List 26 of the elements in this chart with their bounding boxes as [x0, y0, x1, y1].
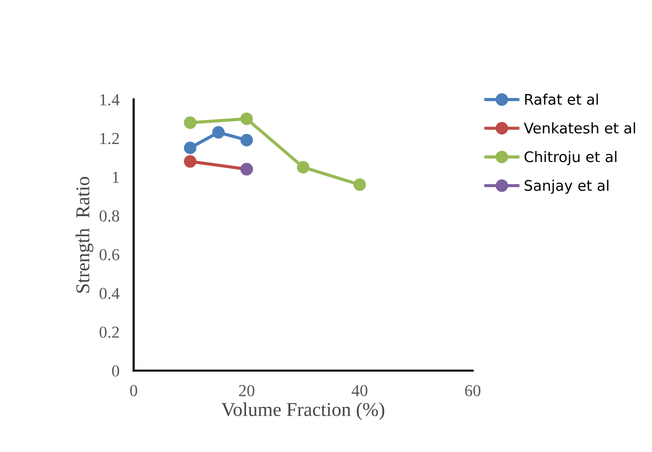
- point: [184, 142, 196, 154]
- point: [240, 134, 253, 146]
- y-tick-label: 0.4: [100, 288, 120, 300]
- y-axis-title: Strength Ratio: [76, 176, 94, 293]
- x-tick-label: 40: [352, 385, 368, 396]
- x-tick-label: 60: [465, 385, 480, 396]
- y-tick-label: 1.2: [100, 132, 119, 144]
- point: [212, 126, 225, 139]
- legend-label: Venkatesh et al: [524, 122, 636, 134]
- point: [296, 160, 310, 174]
- y-tick-label: 1.4: [100, 94, 120, 106]
- point: [240, 112, 253, 126]
- point: [184, 116, 196, 129]
- x-tick-label: 20: [239, 385, 254, 396]
- y-tick-label: 0.6: [100, 249, 120, 260]
- x-tick-label: 0: [130, 385, 138, 396]
- y-tick-label: 0.2: [100, 326, 119, 338]
- x-axis-title: Volume Fraction (%): [221, 402, 384, 420]
- point: [184, 155, 196, 168]
- y-tick-label: 1: [112, 172, 119, 183]
- legend-label: Chitroju et al: [524, 150, 616, 166]
- point: [353, 178, 366, 191]
- legend-label: Rafat et al: [525, 94, 598, 105]
- legend-label: Sanjay et al: [524, 180, 608, 194]
- y-tick-label: 0.8: [100, 210, 120, 222]
- y-tick-label: 0: [112, 365, 120, 377]
